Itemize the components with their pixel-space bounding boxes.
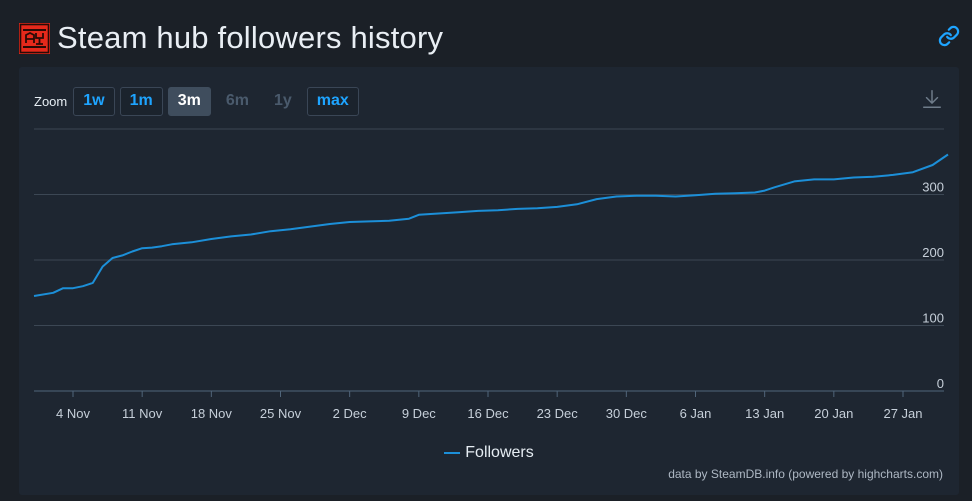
chain-link-icon[interactable]	[938, 25, 960, 47]
x-tick-label: 25 Nov	[260, 406, 302, 421]
x-tick-label: 20 Jan	[814, 406, 853, 421]
zoom-button-1w[interactable]: 1w	[73, 86, 115, 116]
y-tick-label: 0	[937, 376, 944, 391]
zoom-label: Zoom	[34, 93, 68, 109]
x-tick-label: 30 Dec	[606, 406, 648, 421]
x-tick-label: 16 Dec	[467, 406, 509, 421]
y-tick-label: 100	[922, 311, 944, 326]
y-tick-label: 300	[922, 180, 944, 195]
legend-line-swatch	[444, 452, 461, 454]
zoom-button-3m[interactable]: 3m	[167, 86, 211, 116]
followers-chart: 0 100 200 300 4 Nov 11 Nov 18 Nov 25 Nov 2 Dec 9 …	[33, 128, 949, 421]
legend-label: Followers	[465, 444, 534, 461]
legend: Followers	[19, 441, 959, 462]
header: Steam hub followers history	[19, 16, 443, 60]
x-tick-label: 4 Nov	[56, 406, 90, 421]
credits[interactable]: data by SteamDB.info (powered by highcha…	[668, 467, 943, 481]
x-tick-label: 27 Jan	[883, 406, 922, 421]
x-tick-label: 2 Dec	[333, 406, 367, 421]
page-title: Steam hub followers history	[57, 20, 444, 55]
x-tick-label: 6 Jan	[680, 406, 712, 421]
x-tick-label: 23 Dec	[537, 406, 579, 421]
zoom-button-1m[interactable]: 1m	[119, 86, 163, 116]
legend-item-followers[interactable]: Followers	[444, 444, 534, 462]
x-tick-label: 9 Dec	[402, 406, 436, 421]
zoom-bar: Zoom 1w 1m 3m 6m 1y max	[34, 86, 364, 116]
x-tick-label: 13 Jan	[745, 406, 784, 421]
zoom-button-max[interactable]: max	[306, 86, 359, 116]
zoom-button-1y: 1y	[273, 92, 292, 109]
game-logo-icon	[19, 22, 50, 54]
chart-panel: Zoom 1w 1m 3m 6m 1y max 0 100 200 300 4 Nov 11 Nov…	[19, 67, 959, 495]
y-tick-label: 200	[922, 245, 944, 260]
download-icon[interactable]	[921, 88, 943, 110]
series-line-followers	[33, 153, 949, 297]
zoom-button-6m: 6m	[225, 92, 249, 109]
x-tick-label: 18 Nov	[191, 406, 233, 421]
x-tick-label: 11 Nov	[122, 406, 163, 421]
